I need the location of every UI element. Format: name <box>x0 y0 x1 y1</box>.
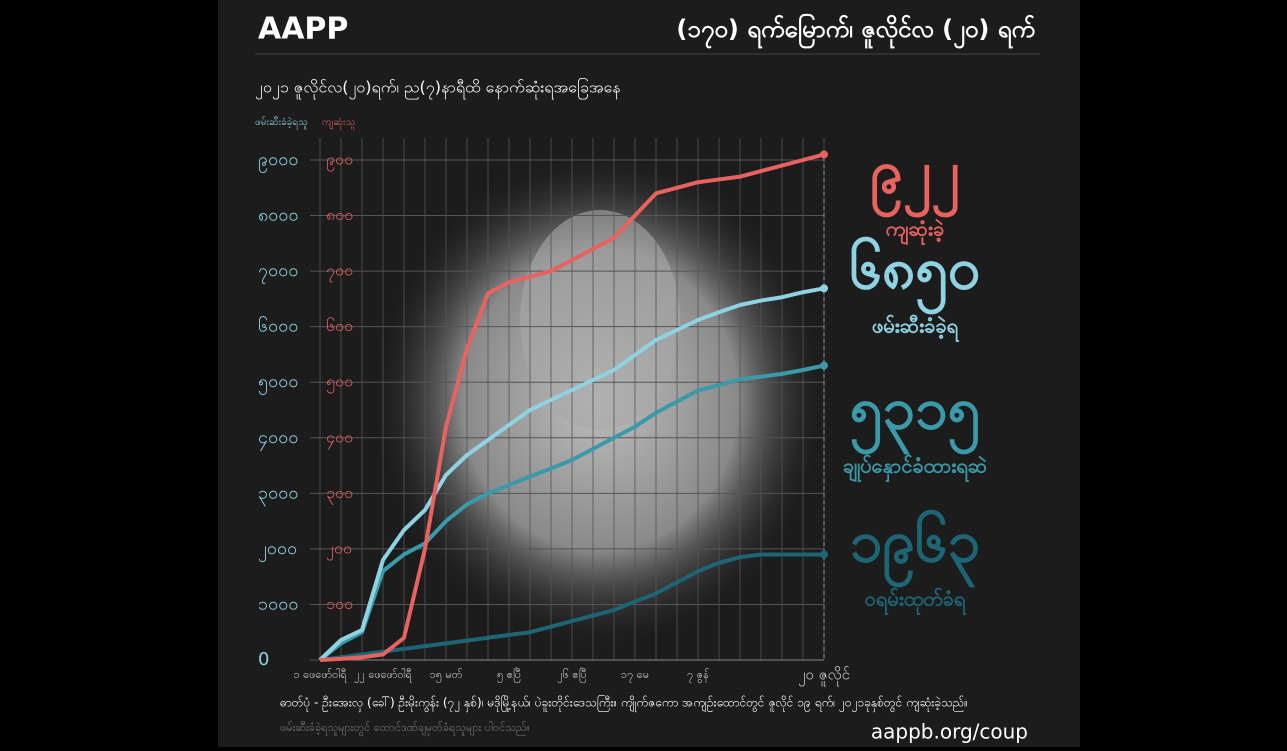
end-point <box>820 550 828 559</box>
brand: AAPP <box>258 12 348 47</box>
y2-tick-label: ၄၀၀ <box>326 427 353 449</box>
x-tick-label: ၅ ဧပြီ <box>497 668 521 683</box>
y-tick-label: ၉၀၀၀ <box>258 149 299 173</box>
url: aappb.org/coup <box>871 720 1028 744</box>
series-line <box>319 552 824 662</box>
caption: ဓာတ်ပုံ - ဦးအေးလှ (ခေါ်) ဦးမိုးကွန်း (၇၂… <box>280 694 968 713</box>
y2-axis-label: ကျဆုံးသူ <box>322 117 355 130</box>
x-tick-label: ၁၇ မေ <box>621 668 649 683</box>
y2-tick-label: ၃၀၀ <box>326 483 353 505</box>
y-tick-label: 0 <box>258 649 269 670</box>
y-tick-label: ၃၀၀၀ <box>258 482 299 506</box>
x-tick-label: ၂၀ ဇူလိုင် <box>798 666 850 687</box>
stat-number: ၅၃၁၅ <box>850 374 981 454</box>
y2-tick-label: ၉၀၀ <box>326 150 353 172</box>
x-tick-label: ၁၅ မတ် <box>430 668 463 683</box>
y2-tick-label: ၇၀၀ <box>326 261 353 283</box>
note: ဖမ်းဆီးခံခဲ့ရသူများတွင် ထောင်ဒဏ်ချမှတ်ခံ… <box>280 721 530 736</box>
end-point <box>820 361 828 370</box>
x-tick-label: ၁ ဖေဖော်ဝါရီ <box>293 668 347 683</box>
end-point <box>820 284 828 293</box>
series-line <box>319 152 825 662</box>
y2-tick-label: ၈၀၀ <box>326 205 353 224</box>
y-tick-label: ၅၀၀၀ <box>258 371 299 395</box>
x-tick-label: ၇ ဇွန် <box>687 668 709 683</box>
y-tick-label: ၆၀၀၀ <box>258 316 299 337</box>
x-tick-label: ၂၂ ဖေဖော်ဝါရီ <box>354 668 412 683</box>
y2-tick-label: ၁၀၀ <box>326 594 353 613</box>
series-line <box>318 363 825 662</box>
y2-tick-label: ၅၀၀ <box>326 372 353 394</box>
stat-number: ၁၉၆၃ <box>850 507 981 587</box>
y-tick-label: ၁၀၀၀ <box>258 593 299 614</box>
subtitle: ၂၀၂၁ ဇူလိုင်လ(၂၀)ရက်၊ ည(၇)နာရီထိ နောက်ဆု… <box>255 78 621 100</box>
end-point <box>820 150 828 159</box>
y-tick-label: ၂၀၀၀ <box>258 538 297 562</box>
y-tick-label: ၈၀၀၀ <box>258 205 299 226</box>
x-tick-label: ၂၆ ဧပြီ <box>557 668 586 683</box>
y-tick-label: ၇၀၀၀ <box>258 260 299 284</box>
y-tick-label: ၄၀၀၀ <box>258 427 299 451</box>
stat-number: ၉၂၂ <box>870 137 960 217</box>
y2-tick-label: ၆၀၀ <box>326 316 353 335</box>
series-line <box>318 286 825 662</box>
y-axis-label: ဖမ်းဆီးခံခဲ့ရသူ <box>255 115 308 130</box>
stat-number: ၆၈၅၀ <box>849 234 980 314</box>
y2-tick-label: ၂၀၀ <box>326 538 352 560</box>
